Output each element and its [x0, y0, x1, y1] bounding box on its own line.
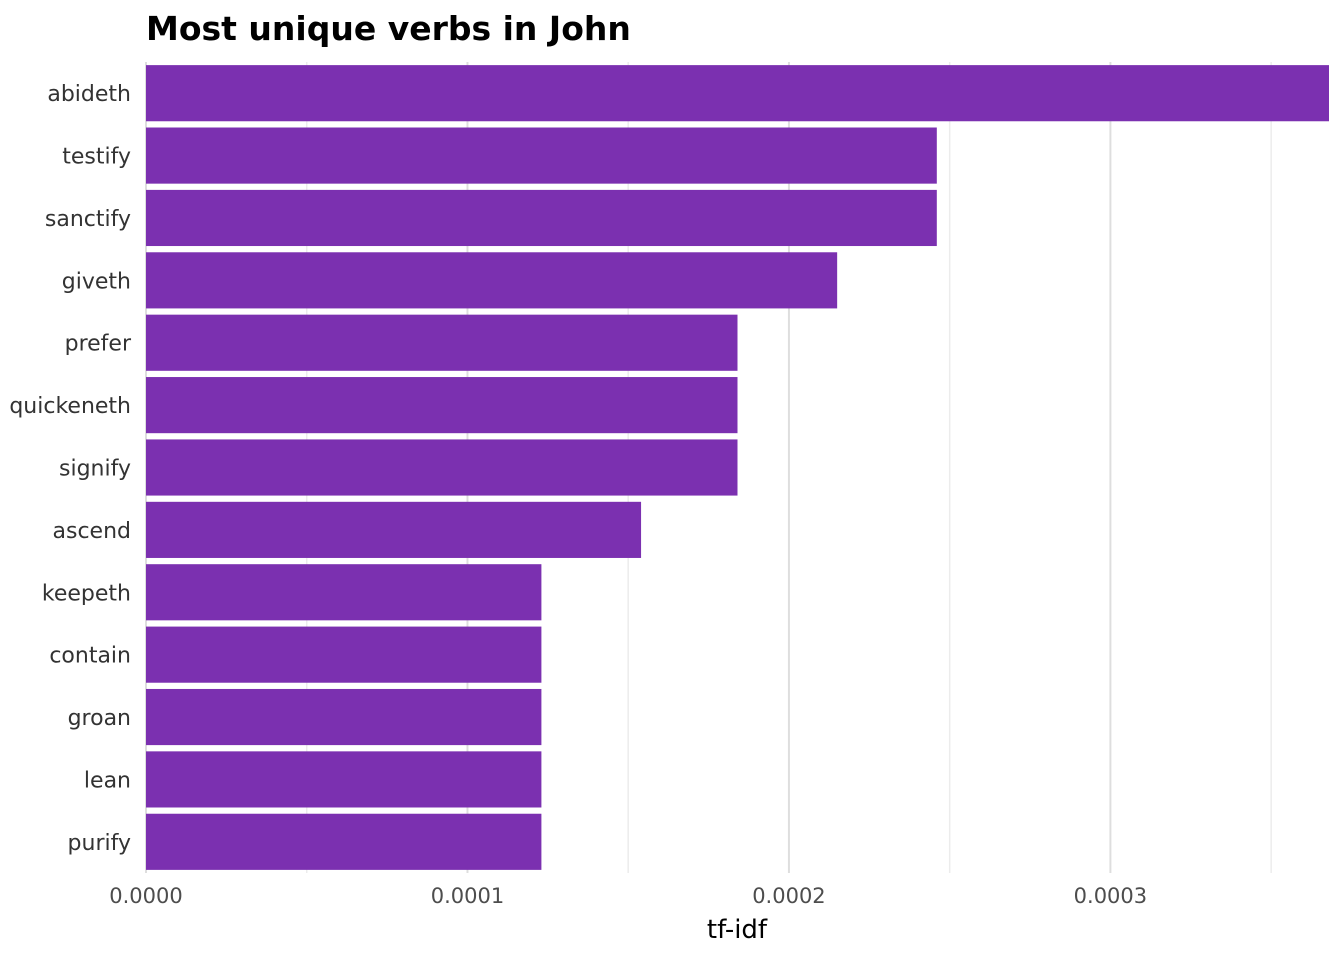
y-tick-label: testify [62, 145, 131, 170]
bar [146, 65, 1329, 122]
y-tick-label: quickeneth [9, 394, 131, 419]
y-tick-label: purify [68, 831, 131, 856]
bar [146, 564, 542, 621]
y-tick-label: ascend [53, 519, 131, 544]
y-tick-label: groan [68, 706, 131, 731]
y-tick-label: contain [49, 644, 131, 669]
bar [146, 813, 542, 870]
bar [146, 751, 542, 808]
bar [146, 127, 937, 184]
bar [146, 189, 937, 247]
y-tick-label: sanctify [45, 207, 131, 232]
x-tick-label: 0.0000 [109, 884, 182, 908]
y-axis-labels: abideth testify sanctify giveth prefer quicke… [9, 82, 132, 856]
x-tick-label: 0.0001 [431, 884, 504, 908]
x-tick-label: 0.0002 [752, 884, 825, 908]
bar [146, 626, 542, 683]
y-tick-label: prefer [65, 332, 132, 357]
y-tick-label: signify [59, 457, 131, 482]
chart-title: Most unique verbs in John [146, 9, 631, 48]
bar [146, 314, 738, 371]
bar [146, 439, 738, 496]
bar [146, 377, 738, 434]
bar [146, 688, 542, 746]
x-axis-title: tf-idf [707, 915, 768, 945]
x-axis-labels: 0.0000 0.0001 0.0002 0.0003 [109, 884, 1147, 908]
bar [146, 501, 642, 558]
x-tick-label: 0.0003 [1074, 884, 1147, 908]
bar [146, 252, 838, 309]
y-tick-label: abideth [47, 82, 131, 107]
y-tick-label: keepeth [42, 581, 131, 606]
y-tick-label: lean [84, 768, 131, 793]
bars [146, 65, 1329, 870]
y-tick-label: giveth [62, 269, 131, 294]
